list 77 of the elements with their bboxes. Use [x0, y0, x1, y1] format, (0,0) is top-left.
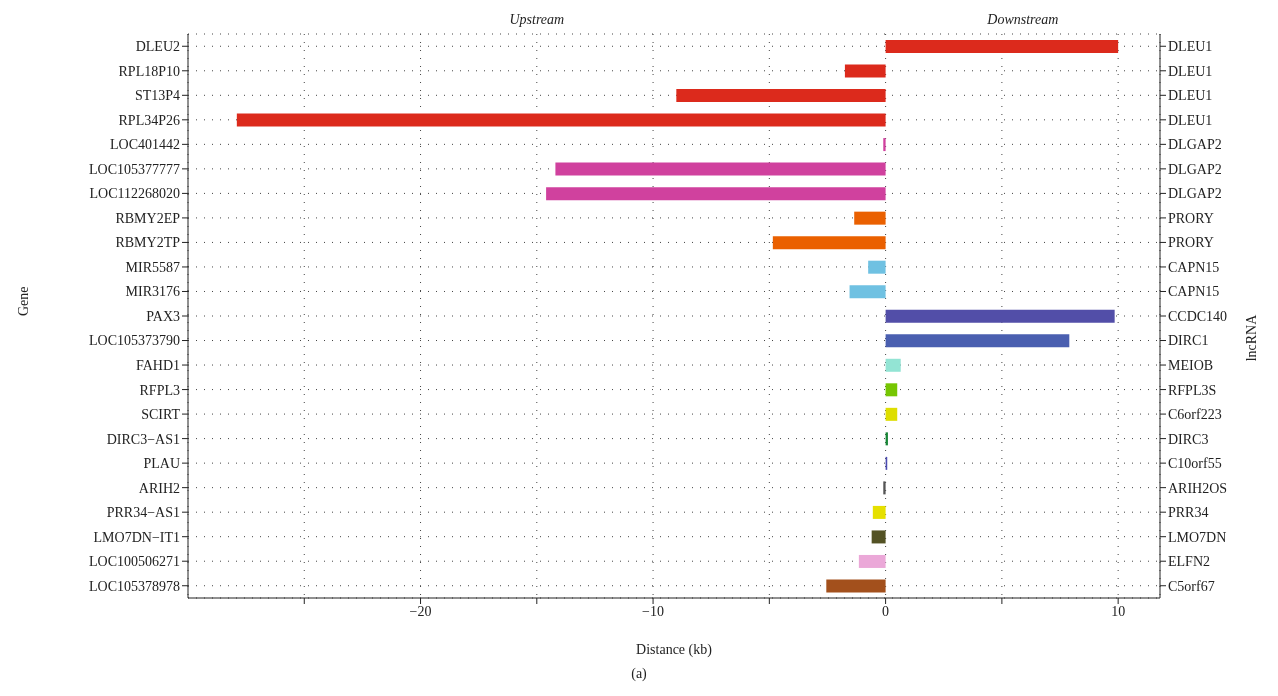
y2-tick-label: C5orf67 [1168, 578, 1215, 594]
y-tick-label: FAHD1 [135, 358, 180, 374]
y-tick-label: RPL18P10 [118, 63, 180, 79]
y2-tick-label: PRORY [1168, 235, 1214, 251]
y-tick-label: LOC401442 [110, 137, 180, 153]
bar [555, 162, 886, 176]
y-tick-label: SCIRT [141, 407, 181, 423]
y-tick-label: PAX3 [146, 308, 180, 324]
y-tick-label: LOC112268020 [89, 186, 180, 202]
bar [883, 138, 886, 152]
text: Downstream [987, 12, 1059, 28]
y2-tick-label: DLEU1 [1168, 63, 1213, 79]
y2-tick-label: PRR34 [1168, 505, 1209, 521]
bar [885, 40, 1119, 53]
bar [883, 481, 886, 495]
y-tick-label: MIR5587 [125, 259, 180, 275]
bar [868, 260, 886, 274]
y-tick-label: PLAU [143, 456, 180, 472]
x-tick-label: 0 [882, 603, 890, 619]
y-tick-label: LOC105373790 [89, 333, 180, 349]
y-tick-label: LOC105377777 [89, 161, 180, 177]
y2-tick-label: CAPN15 [1168, 259, 1220, 275]
y2-tick-label: DLGAP2 [1168, 186, 1222, 202]
y2-tick-label: MEIOB [1168, 358, 1214, 374]
y2-tick-label: C10orf55 [1168, 456, 1222, 472]
bar [844, 64, 886, 78]
y-tick-label: RFPL3 [139, 382, 180, 398]
y-tick-label: DIRC3−AS1 [106, 431, 180, 447]
y-tick-label: LMO7DN−IT1 [93, 529, 180, 545]
y2-tick-label: DLEU1 [1168, 39, 1213, 55]
bar [676, 89, 886, 103]
y2-tick-label: DLEU1 [1168, 88, 1213, 104]
bar [885, 334, 1070, 348]
y2-tick-label: ELFN2 [1168, 554, 1210, 570]
x-axis-title: Distance (kb) [636, 642, 713, 658]
text: Upstream [509, 12, 565, 28]
x-tick-label: −20 [409, 603, 432, 619]
y2-tick-label: PRORY [1168, 210, 1214, 226]
bar [236, 113, 886, 127]
y2-tick-label: RFPL3S [1168, 382, 1217, 398]
y2-tick-label: CAPN15 [1168, 284, 1220, 300]
y2-tick-label: ARIH2OS [1168, 480, 1228, 496]
bar [826, 579, 886, 593]
bar [885, 358, 901, 372]
text: (a) [631, 666, 647, 682]
y-tick-label: DLEU2 [135, 39, 180, 55]
bar [854, 211, 886, 225]
y2-tick-label: CCDC140 [1168, 308, 1228, 324]
text: lncRNA [1244, 314, 1260, 362]
y-tick-label: MIR3176 [125, 284, 180, 300]
y2-tick-label: DLGAP2 [1168, 137, 1222, 153]
y-tick-label: ARIH2 [138, 480, 180, 496]
bar [885, 383, 898, 397]
y2-tick-label: DIRC3 [1168, 431, 1209, 447]
y-tick-label: ST13P4 [134, 88, 180, 104]
y-tick-label: LOC100506271 [89, 554, 180, 570]
bar [885, 309, 1115, 323]
x-tick-label: 10 [1111, 603, 1126, 619]
bar [546, 187, 886, 201]
y-tick-label: RPL34P26 [118, 112, 180, 128]
y2-tick-label: DLEU1 [1168, 112, 1213, 128]
bar [858, 554, 886, 568]
bar [885, 407, 898, 421]
y-axis-title: Gene [15, 286, 31, 316]
y2-tick-label: LMO7DN [1168, 529, 1227, 545]
x-tick-label: −10 [642, 603, 665, 619]
y2-tick-label: C6orf223 [1168, 407, 1222, 423]
bar [849, 285, 886, 299]
y-tick-label: PRR34−AS1 [106, 505, 180, 521]
y2-tick-label: DLGAP2 [1168, 161, 1222, 177]
bar [772, 236, 886, 250]
y-tick-label: RBMY2TP [115, 235, 181, 251]
y-tick-label: RBMY2EP [115, 210, 181, 226]
y-tick-label: LOC105378978 [89, 578, 180, 594]
bar [871, 530, 886, 544]
bar [872, 505, 886, 519]
y2-tick-label: DIRC1 [1168, 333, 1209, 349]
